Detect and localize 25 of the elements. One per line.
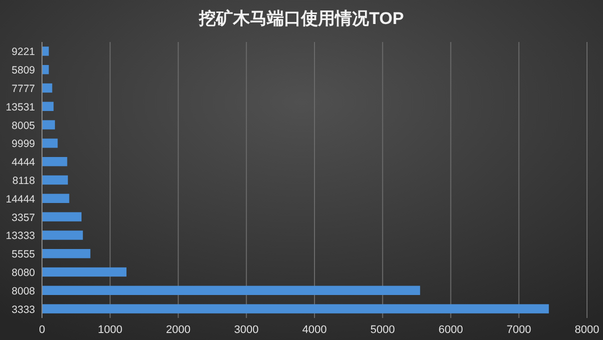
y-tick-label: 13333 (6, 230, 36, 242)
y-tick-label: 9999 (12, 138, 36, 150)
y-tick-label: 7777 (12, 83, 36, 95)
chart-title: 挖矿木马端口使用情况TOP (198, 9, 404, 28)
x-tick-label: 6000 (438, 324, 463, 336)
x-tick-label: 8000 (574, 324, 600, 336)
x-tick-label: 3000 (234, 324, 259, 336)
y-tick-label: 13531 (6, 101, 36, 114)
y-tick-label: 5809 (12, 64, 36, 77)
y-tick-label: 8005 (12, 120, 36, 132)
x-tick-label: 4000 (302, 324, 327, 336)
y-tick-label: 8008 (12, 285, 36, 298)
x-tick-label: 0 (38, 324, 46, 336)
y-tick-label: 5555 (12, 248, 36, 261)
y-tick-label: 3357 (12, 212, 36, 224)
y-tick-label: 14444 (6, 193, 36, 206)
y-tick-label: 4444 (12, 156, 36, 169)
x-tick-label: 5000 (370, 324, 395, 336)
x-tick-label: 2000 (166, 324, 190, 336)
y-tick-label: 8080 (12, 267, 36, 279)
y-tick-label: 8118 (12, 175, 36, 187)
y-tick-label: 9221 (12, 46, 36, 58)
x-tick-label: 1000 (98, 324, 122, 336)
x-tick-label: 7000 (506, 324, 532, 336)
y-tick-label: 3333 (12, 304, 36, 316)
